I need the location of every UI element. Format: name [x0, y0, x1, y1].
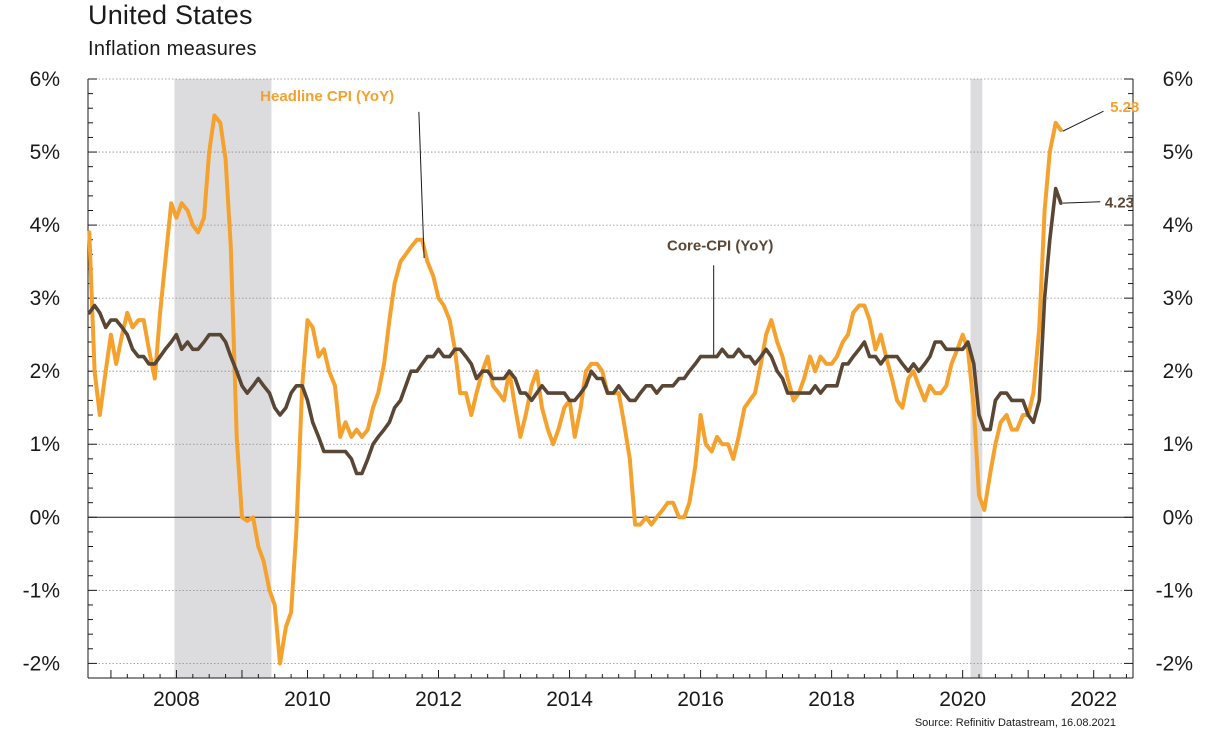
y-tick-label-right: 6% — [1163, 68, 1193, 91]
y-tick-label-right: 1% — [1163, 433, 1193, 456]
chart-subtitle: Inflation measures — [88, 38, 257, 60]
headline-cpi-leader — [418, 111, 425, 258]
y-tick-label-right: 3% — [1163, 287, 1193, 310]
series-lines — [87, 113, 1063, 666]
y-tick-label-right: 0% — [1163, 506, 1193, 529]
y-tick-label-right: -1% — [1156, 579, 1193, 602]
headline-cpi-line — [87, 113, 1063, 666]
core-cpi-line — [87, 186, 1063, 476]
headline-end-value: 5.28 — [1110, 99, 1139, 116]
x-tick-label: 2008 — [153, 688, 200, 711]
y-tick-label-right: 5% — [1163, 141, 1193, 164]
x-tick-label: 2020 — [939, 688, 986, 711]
axes: -2% -2% -1% -1% 0% 0% 1% 1% 2% 2% 3% 3% 4% 4% 5% 5% 6% 6%… — [23, 68, 1193, 711]
x-tick-label: 2022 — [1070, 688, 1117, 711]
y-tick-label-left: 0% — [30, 506, 60, 529]
recession-shading — [174, 79, 983, 678]
y-tick-label-left: 1% — [30, 433, 60, 456]
x-tick-label: 2012 — [415, 688, 462, 711]
x-tick-label: 2018 — [808, 688, 855, 711]
core-end-value: 4.23 — [1105, 195, 1134, 212]
y-tick-label-right: -2% — [1156, 652, 1193, 675]
x-tick-label: 2016 — [677, 688, 724, 711]
chart-title: United States — [88, 0, 253, 30]
y-tick-label-left: 6% — [30, 68, 60, 91]
y-tick-label-right: 4% — [1163, 214, 1193, 237]
core-value-leader — [1062, 201, 1101, 204]
grid-lines — [88, 78, 1133, 664]
source-note: Source: Refinitiv Datastream, 16.08.2021 — [914, 717, 1116, 729]
recession-band-1 — [174, 79, 272, 678]
headline-cpi-label: Headline CPI (YoY) — [260, 88, 394, 105]
y-tick-label-left: -2% — [23, 652, 60, 675]
core-cpi-label: Core-CPI (YoY) — [667, 238, 773, 255]
y-tick-label-left: 5% — [30, 141, 60, 164]
headline-value-leader — [1062, 110, 1104, 132]
y-tick-label-right: 2% — [1163, 360, 1193, 383]
y-tick-label-left: -1% — [23, 579, 60, 602]
x-tick-label: 2010 — [284, 688, 331, 711]
y-tick-label-left: 3% — [30, 287, 60, 310]
y-tick-label-left: 2% — [30, 360, 60, 383]
x-tick-label: 2014 — [546, 688, 593, 711]
y-tick-label-left: 4% — [30, 214, 60, 237]
series-labels: Headline CPI (YoY) Core-CPI (YoY) 5.28 4.23 — [260, 88, 1139, 356]
